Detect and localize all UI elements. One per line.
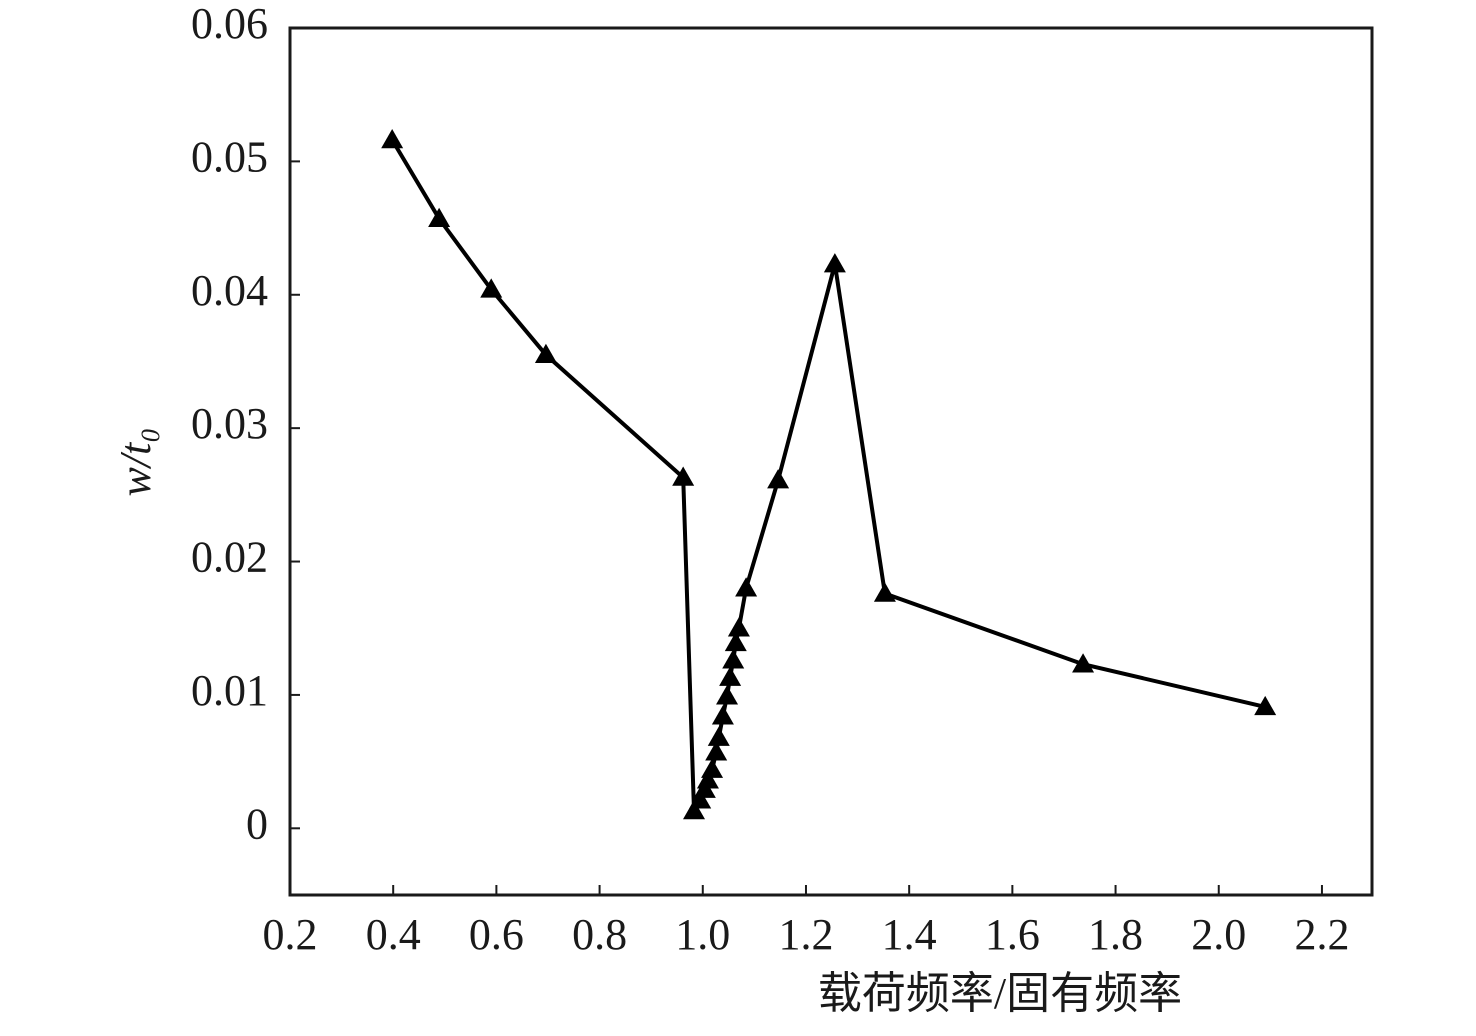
y-tick-label: 0.05 [191,132,268,181]
y-tick-label: 0.04 [191,266,268,315]
x-tick-label: 1.8 [1088,910,1143,959]
x-tick-label: 1.4 [882,910,937,959]
y-tick-label: 0.02 [191,533,268,582]
y-tick-label: 0.03 [191,399,268,448]
marker-triangle [873,582,896,602]
marker-triangle [701,758,724,778]
x-tick-label: 0.4 [366,910,421,959]
marker-triangle [722,649,745,669]
marker-triangle [716,685,739,705]
x-tick-label: 0.2 [263,910,318,959]
marker-triangle [727,617,750,637]
x-tick-label: 2.0 [1191,910,1246,959]
x-tick-label: 2.2 [1294,910,1349,959]
marker-triangle [480,278,503,298]
marker-triangle [428,207,451,227]
marker-triangle [1254,695,1277,716]
y-tick-label: 0 [246,799,268,848]
x-tick-label: 1.0 [675,910,730,959]
x-axis-label: 载荷频率/固有频率 [818,969,1182,1018]
marker-triangle [711,705,734,725]
plot-frame [288,26,1374,897]
marker-triangle [534,343,557,364]
marker-triangle [724,631,747,652]
x-tick-label: 0.8 [572,910,627,959]
marker-triangle [672,466,695,486]
marker-triangle [719,666,742,686]
marker-triangle [767,469,790,489]
x-tick-label: 1.6 [985,910,1040,959]
marker-triangle [1072,653,1095,673]
marker-triangle [689,789,712,809]
y-tick-label: 0.06 [191,0,268,48]
marker-triangle [381,129,404,149]
marker-triangle [683,799,706,820]
marker-triangle [735,577,758,597]
y-tick-label: 0.01 [191,666,268,715]
y-axis-label: w/t₀ [111,427,160,496]
x-tick-label: 0.6 [469,910,524,959]
marker-triangle [707,726,730,746]
marker-triangle [823,253,846,273]
x-tick-label: 1.2 [778,910,833,959]
marker-triangle [696,769,719,789]
data-line [390,138,1266,819]
marker-triangle [705,741,728,761]
